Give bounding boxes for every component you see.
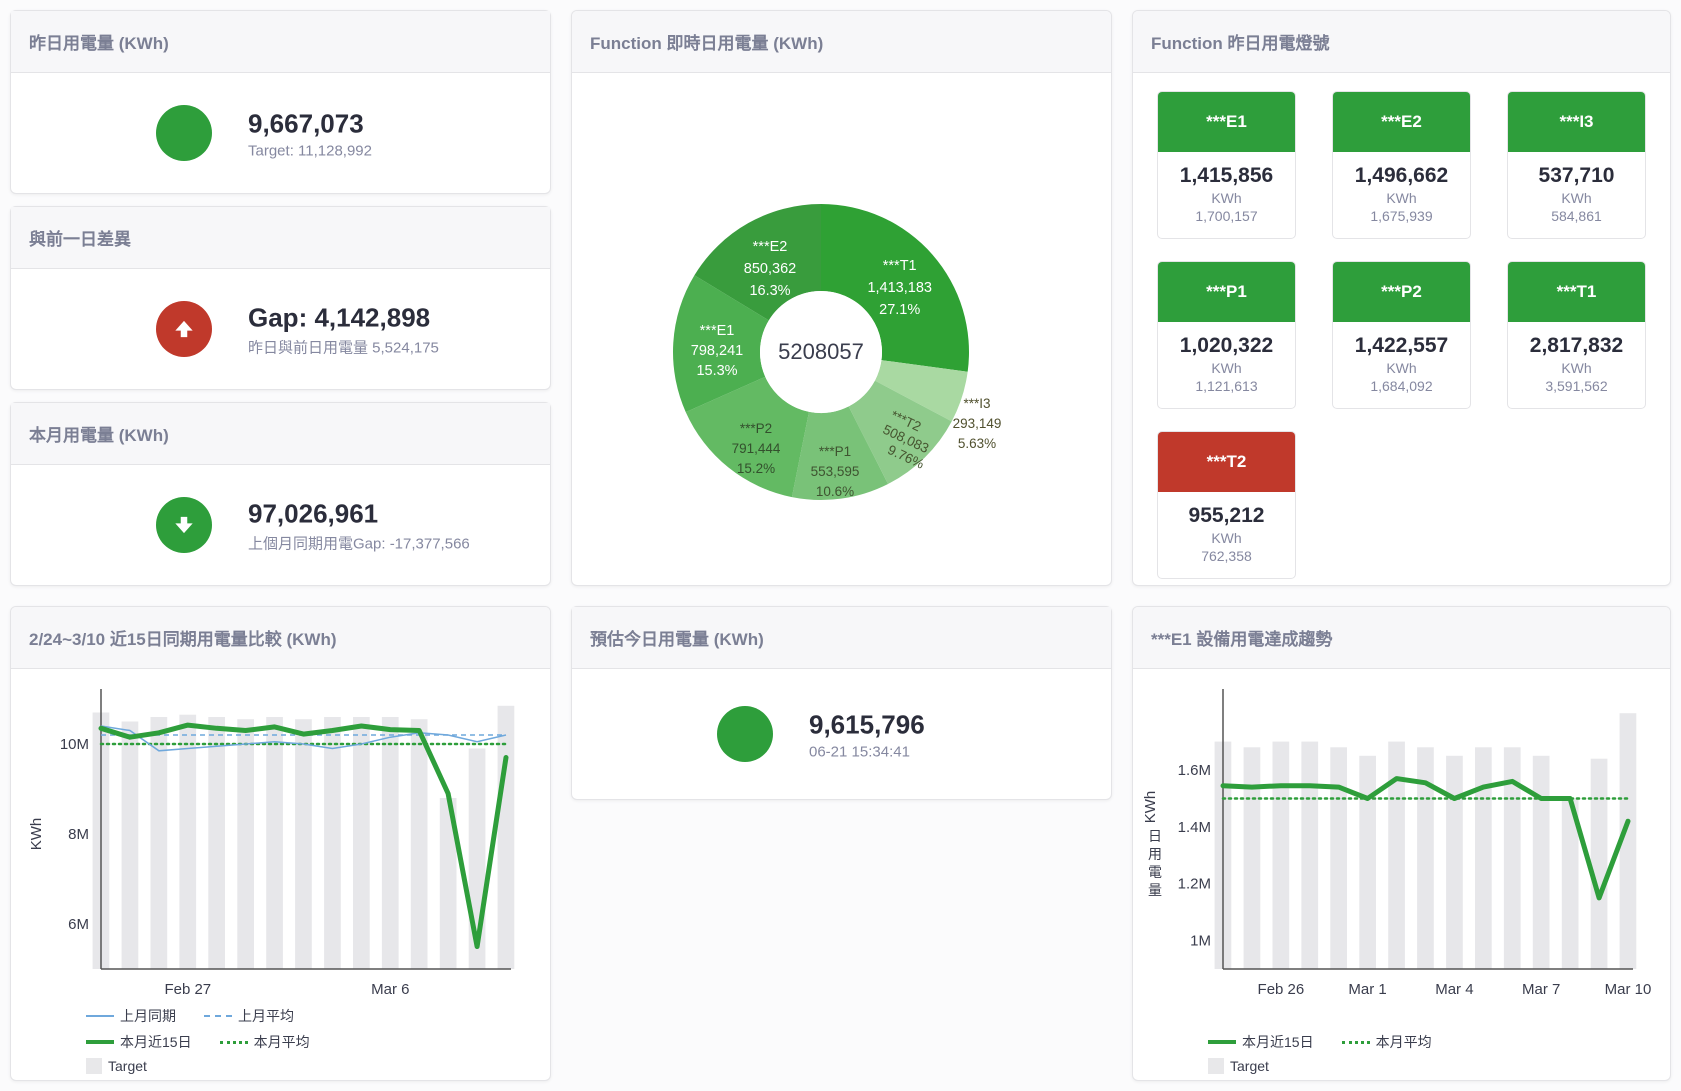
svg-text:Mar 10: Mar 10 — [1605, 981, 1652, 998]
svg-text:15.3%: 15.3% — [696, 363, 737, 379]
svg-text:553,595: 553,595 — [811, 464, 860, 479]
svg-text:1M: 1M — [1190, 933, 1211, 950]
svg-text:27.1%: 27.1% — [879, 302, 920, 318]
svg-text:***P2: ***P2 — [740, 421, 772, 436]
svg-text:791,444: 791,444 — [732, 441, 781, 456]
svg-text:6M: 6M — [68, 916, 89, 933]
svg-text:***E2: ***E2 — [753, 239, 788, 255]
svg-text:5.63%: 5.63% — [958, 436, 996, 451]
svg-text:量: 量 — [1148, 882, 1162, 898]
svg-text:16.3%: 16.3% — [749, 283, 790, 299]
svg-text:Mar 6: Mar 6 — [371, 981, 409, 998]
svg-text:***T1: ***T1 — [883, 258, 917, 274]
svg-text:15.2%: 15.2% — [737, 461, 775, 476]
svg-text:798,241: 798,241 — [691, 343, 743, 359]
svg-text:5208057: 5208057 — [778, 339, 864, 364]
svg-text:日: 日 — [1148, 828, 1162, 844]
svg-text:***I3: ***I3 — [963, 396, 990, 411]
svg-text:KWh: KWh — [1142, 791, 1159, 824]
svg-text:1.4M: 1.4M — [1178, 819, 1211, 836]
svg-text:Mar 4: Mar 4 — [1435, 981, 1473, 998]
svg-text:10M: 10M — [60, 736, 89, 753]
svg-text:Feb 26: Feb 26 — [1258, 981, 1305, 998]
svg-text:1,413,183: 1,413,183 — [867, 280, 932, 296]
svg-text:***P1: ***P1 — [819, 444, 851, 459]
svg-text:1.2M: 1.2M — [1178, 876, 1211, 893]
svg-text:Mar 7: Mar 7 — [1522, 981, 1560, 998]
svg-text:KWh: KWh — [28, 818, 45, 851]
svg-text:1.6M: 1.6M — [1178, 762, 1211, 779]
svg-text:用: 用 — [1148, 846, 1162, 862]
svg-text:Mar 1: Mar 1 — [1348, 981, 1386, 998]
svg-text:10.6%: 10.6% — [816, 484, 854, 499]
svg-text:電: 電 — [1148, 864, 1162, 880]
svg-text:Feb 27: Feb 27 — [164, 981, 211, 998]
svg-text:293,149: 293,149 — [953, 416, 1002, 431]
svg-text:8M: 8M — [68, 826, 89, 843]
svg-text:850,362: 850,362 — [744, 261, 796, 277]
svg-text:***E1: ***E1 — [700, 323, 735, 339]
